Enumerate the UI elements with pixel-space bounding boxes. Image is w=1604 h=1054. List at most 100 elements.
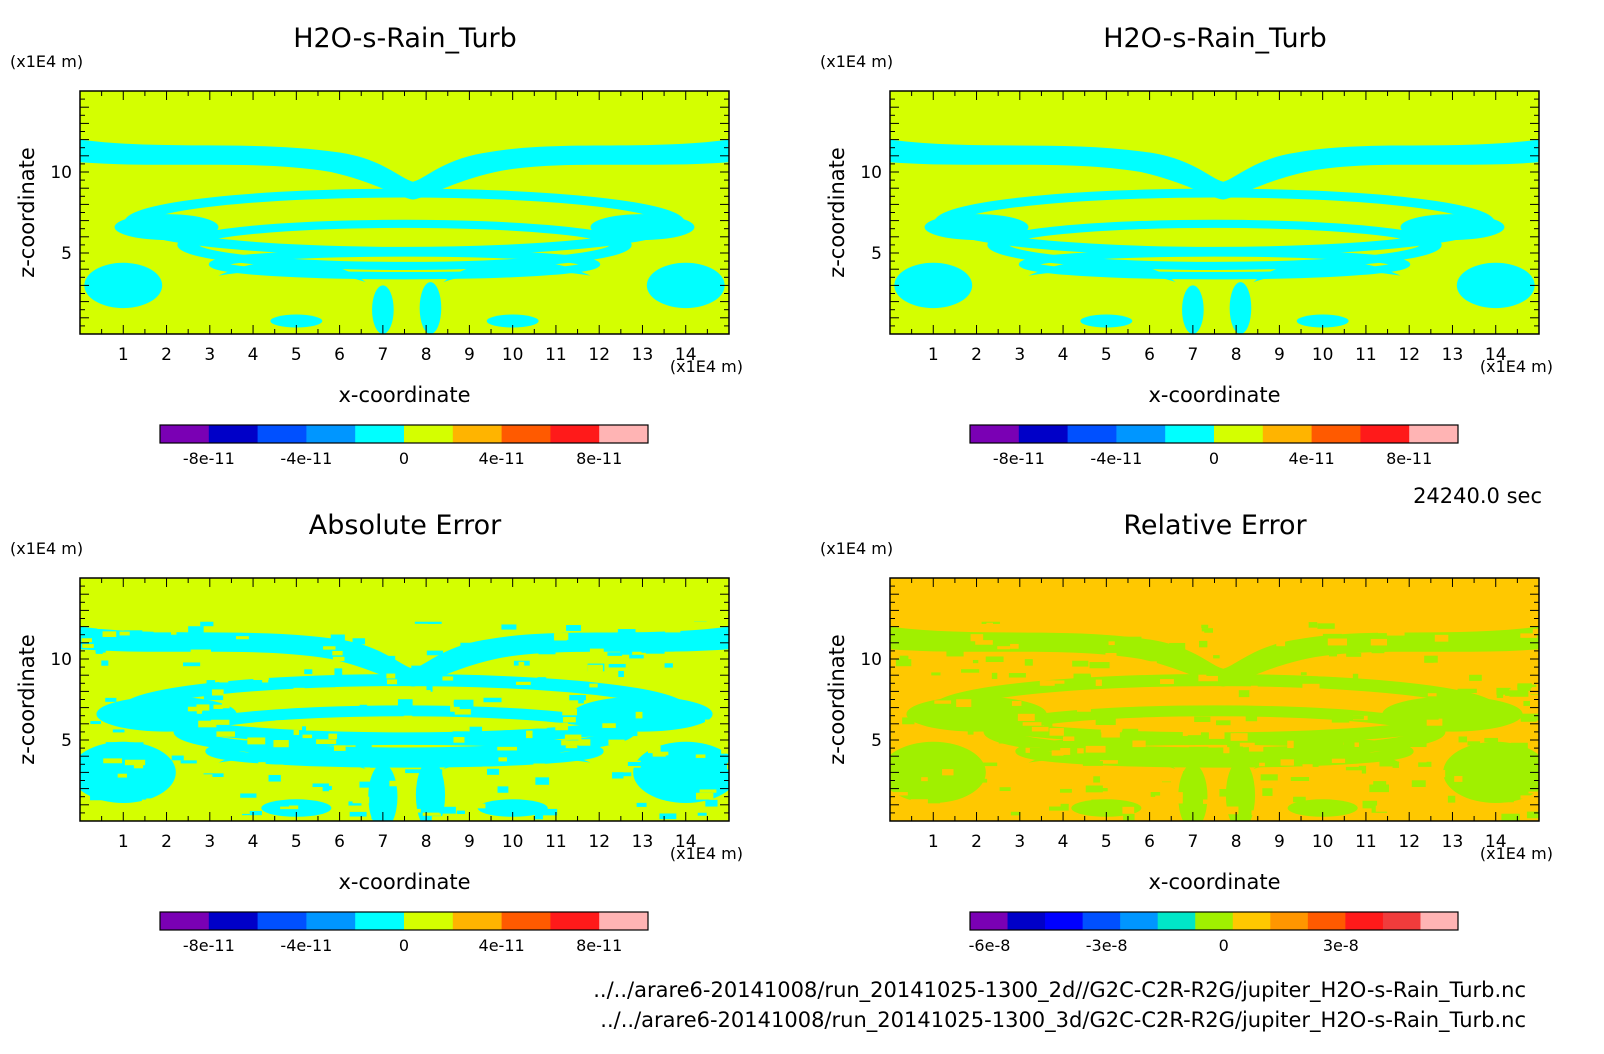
noise-cell (1238, 690, 1250, 698)
noise-cell (696, 679, 715, 684)
x-axis-title: x-coordinate (1148, 383, 1280, 407)
noise-cell (352, 796, 370, 804)
plot-area (890, 578, 1539, 821)
noise-cell (124, 759, 146, 766)
x-tick-label: 11 (1355, 832, 1377, 852)
noise-cell (328, 733, 341, 740)
noise-cell (627, 795, 643, 800)
noise-cell (699, 789, 717, 793)
noise-cell (304, 669, 313, 675)
field-blob (646, 262, 725, 309)
noise-cell (175, 713, 183, 717)
noise-cell (1199, 640, 1208, 648)
noise-cell (206, 680, 216, 685)
noise-cell (216, 731, 235, 737)
x-tick-label: 1 (928, 345, 939, 365)
noise-cell (1164, 797, 1183, 804)
noise-cell (1259, 762, 1265, 767)
noise-cell (1291, 780, 1299, 786)
x-tick-label: 3 (1014, 345, 1025, 365)
noise-cell (632, 721, 638, 726)
z-tick-label: 10 (50, 163, 72, 183)
noise-cell (620, 648, 633, 655)
field-blob (80, 741, 176, 804)
noise-cell (174, 785, 192, 790)
noise-cell (981, 697, 998, 703)
noise-cell (226, 780, 243, 788)
noise-cell (1520, 795, 1537, 799)
field-blob (590, 214, 695, 241)
noise-cell (1260, 774, 1278, 781)
noise-cell (1510, 742, 1528, 749)
noise-cell (685, 661, 692, 666)
noise-cell (652, 751, 669, 757)
noise-cell (1484, 737, 1499, 743)
noise-cell (184, 639, 195, 644)
noise-cell (97, 621, 117, 629)
noise-cell (405, 769, 426, 774)
noise-cell (1095, 718, 1116, 726)
z-unit-label: (x1E4 m) (820, 52, 893, 71)
noise-cell (1161, 776, 1173, 782)
noise-cell (1378, 629, 1391, 634)
noise-cell (1418, 761, 1432, 767)
x-tick-label: 11 (545, 345, 567, 365)
noise-cell (1527, 777, 1536, 782)
field-contour (983, 705, 1446, 759)
noise-cell (1428, 619, 1438, 626)
noise-cell (1144, 698, 1163, 705)
noise-cell (171, 629, 177, 635)
field-band (1253, 747, 1401, 770)
x-unit-label: (x1E4 m) (1480, 357, 1553, 376)
noise-cell (563, 717, 576, 723)
noise-cell (1039, 680, 1055, 686)
noise-cell (190, 649, 211, 658)
noise-cell (1100, 726, 1117, 733)
noise-cell (1046, 622, 1058, 629)
noise-cell (616, 772, 632, 777)
noise-cell (1522, 732, 1529, 739)
colorbar-tick-label: 4e-11 (479, 936, 525, 955)
colorbar-segment (355, 425, 405, 443)
noise-cell (942, 769, 954, 776)
noise-cell (349, 811, 367, 817)
noise-cell (248, 673, 255, 679)
noise-cell (1077, 674, 1091, 680)
colorbar-tick-label: -3e-8 (1086, 936, 1128, 955)
panel-title: Relative Error (1123, 510, 1307, 541)
noise-cell (555, 722, 568, 731)
noise-cell (1108, 641, 1115, 646)
colorbar-segment (1067, 425, 1117, 443)
noise-cell (431, 816, 450, 821)
noise-cell (453, 699, 474, 707)
noise-cell (1223, 747, 1230, 754)
noise-cell (1495, 794, 1514, 803)
noise-cell (1370, 638, 1387, 646)
noise-cell (1331, 758, 1346, 763)
noise-cell (573, 815, 594, 821)
noise-cell (469, 726, 483, 733)
noise-cell (1010, 643, 1019, 649)
noise-cell (159, 762, 173, 769)
noise-cell (648, 674, 664, 681)
noise-cell (1122, 728, 1139, 735)
noise-cell (1513, 802, 1522, 810)
x-tick-label: 14 (1485, 832, 1507, 852)
noise-cell (1029, 747, 1042, 754)
noise-cell (1338, 744, 1355, 749)
field-blob (477, 799, 548, 817)
colorbar-frame (159, 424, 649, 444)
noise-cell (203, 773, 224, 777)
noise-cell (946, 650, 964, 657)
noise-cell (1229, 650, 1240, 655)
noise-cell (934, 700, 952, 704)
top-band (890, 578, 1539, 622)
noise-cell (608, 663, 626, 668)
noise-cell (439, 806, 456, 814)
noise-cell (998, 738, 1016, 744)
noise-cell (578, 699, 584, 704)
noise-cell (330, 795, 347, 802)
noise-cell (1035, 717, 1044, 722)
noise-cell (205, 668, 212, 674)
noise-cell (1132, 740, 1146, 748)
